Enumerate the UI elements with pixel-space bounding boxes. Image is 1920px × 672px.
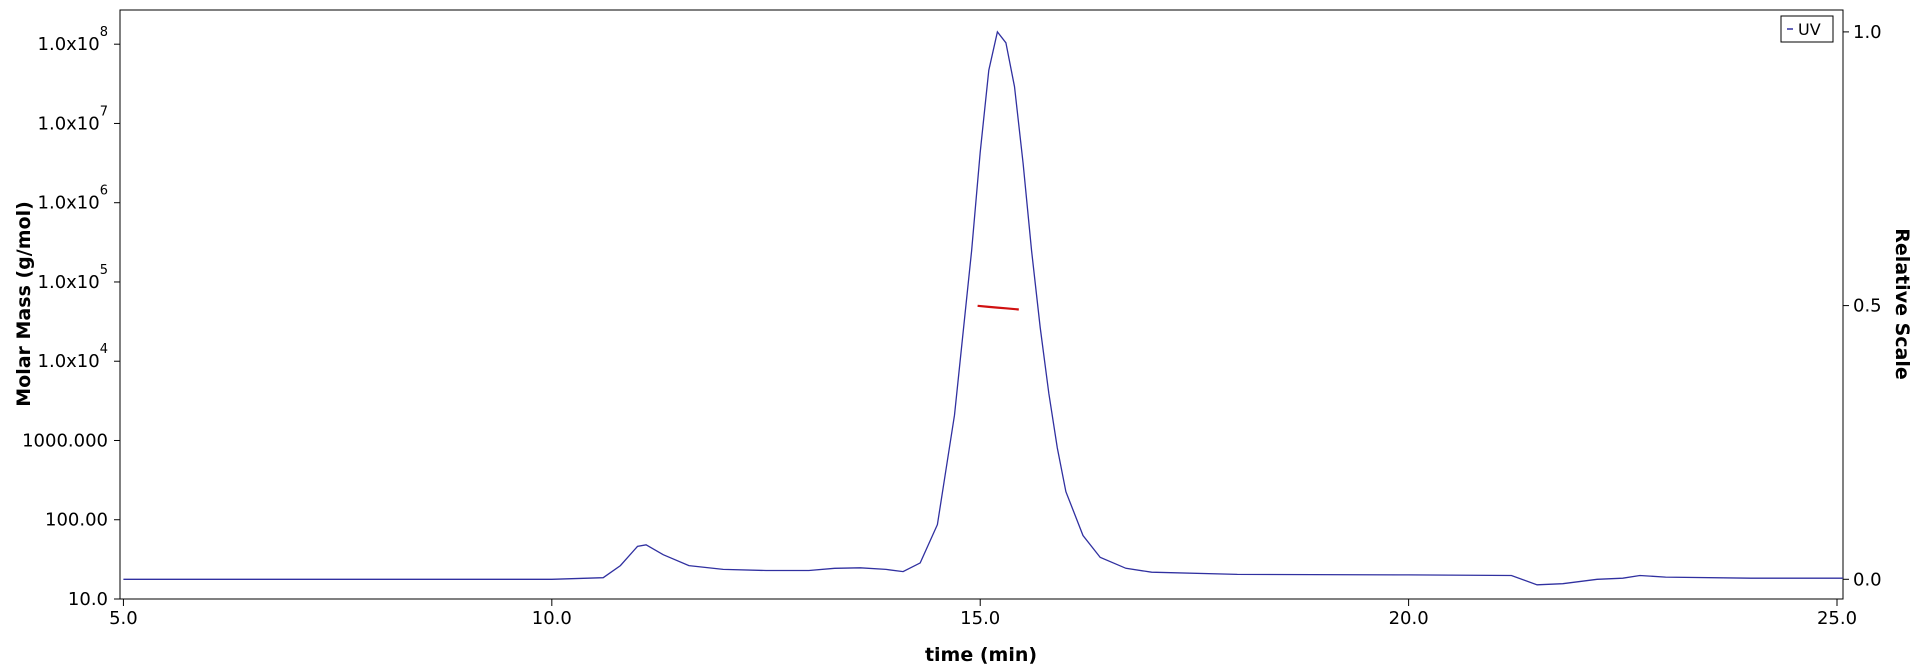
x-tick-label: 20.0 — [1389, 608, 1429, 629]
y-tick-label: 10.0 — [68, 589, 108, 610]
y-tick-label-base: 10.0 — [68, 589, 108, 610]
y-tick-label-exponent: 4 — [100, 342, 108, 357]
x-tick-label: 15.0 — [960, 608, 1000, 629]
y-tick-label-base: 1.0x10 — [38, 113, 100, 134]
x-tick-label: 5.0 — [109, 608, 138, 629]
legend-label: UV — [1798, 20, 1821, 39]
y-tick-label-base: 1.0x10 — [38, 193, 100, 214]
y-axis-label: Molar Mass (g/mol) — [13, 201, 35, 407]
y2-axis-label: Relative Scale — [1891, 228, 1913, 380]
y-tick-label-exponent: 8 — [100, 25, 108, 40]
x-tick-label: 10.0 — [532, 608, 572, 629]
y-tick-label: 1.0x107 — [38, 104, 108, 134]
y-tick-label: 1000.000 — [22, 430, 108, 451]
y-tick-label: 1.0x105 — [38, 263, 108, 293]
y-tick-label-base: 100.00 — [45, 510, 108, 531]
plot-frame — [119, 9, 1844, 600]
y-tick-label-base: 1.0x10 — [38, 272, 100, 293]
y2-tick-label: 0.5 — [1853, 296, 1882, 317]
y-tick-label-exponent: 5 — [100, 263, 108, 278]
y-tick-label-exponent: 7 — [100, 104, 108, 119]
y-tick-label-base: 1.0x10 — [38, 351, 100, 372]
legend: UV — [1780, 15, 1834, 43]
x-axis-label: time (min) — [925, 644, 1037, 666]
data-line — [977, 304, 1019, 311]
y-tick-label: 1.0x108 — [38, 25, 108, 55]
y-tick-label: 1.0x106 — [38, 184, 108, 214]
y-tick-label: 100.00 — [45, 510, 108, 531]
y-tick-label-base: 1000.000 — [22, 430, 108, 451]
y-tick-label: 1.0x104 — [38, 342, 108, 372]
x-tick-label: 25.0 — [1817, 608, 1857, 629]
y-tick-label-base: 1.0x10 — [38, 34, 100, 55]
y2-tick-label: 1.0 — [1853, 22, 1882, 43]
y2-tick-label: 0.0 — [1853, 569, 1882, 590]
y-tick-label-exponent: 6 — [100, 184, 108, 199]
data-line — [123, 30, 1843, 586]
